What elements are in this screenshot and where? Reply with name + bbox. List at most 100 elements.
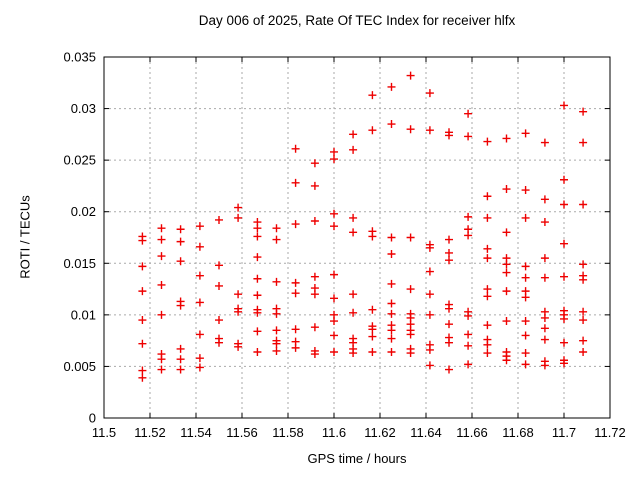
data-point-marker — [579, 200, 588, 209]
data-point-marker — [176, 344, 185, 353]
data-point-marker — [579, 138, 588, 147]
data-points — [138, 71, 588, 382]
data-point-marker — [521, 331, 530, 340]
data-point-marker — [176, 225, 185, 234]
data-point-marker — [560, 200, 568, 209]
data-point-marker — [483, 321, 492, 330]
data-point-marker — [349, 290, 358, 299]
data-point-marker — [176, 257, 185, 266]
x-tick-label: 11.66 — [456, 425, 488, 440]
data-point-marker — [483, 285, 492, 294]
data-point-marker — [195, 222, 204, 231]
data-point-marker — [157, 365, 166, 374]
data-point-marker — [502, 260, 511, 269]
y-axis-label: ROTI / TECUs — [17, 195, 33, 279]
data-point-marker — [483, 340, 492, 349]
x-tick-label: 11.6 — [322, 425, 346, 440]
y-tick-label: 0.02 — [71, 204, 96, 219]
data-point-marker — [406, 125, 415, 134]
data-point-marker — [368, 305, 377, 314]
data-point-marker — [138, 287, 147, 296]
data-point-marker — [540, 138, 549, 147]
data-point-marker — [234, 307, 243, 316]
data-point-marker — [310, 290, 319, 299]
data-point-marker — [215, 215, 223, 224]
data-point-marker — [272, 235, 281, 244]
plot-border — [103, 56, 611, 419]
data-point-marker — [560, 175, 568, 184]
data-point-marker — [330, 270, 338, 279]
data-point-marker — [349, 349, 358, 358]
data-point-marker — [540, 313, 549, 322]
data-point-marker — [253, 347, 262, 356]
data-point-marker — [138, 339, 147, 348]
data-point-marker — [291, 289, 300, 298]
data-point-marker — [330, 209, 338, 218]
data-point-marker — [579, 316, 588, 325]
data-point-marker — [502, 185, 511, 194]
data-point-marker — [157, 280, 166, 289]
data-point-marker — [406, 233, 415, 242]
data-point-marker — [483, 192, 492, 201]
data-point-marker — [579, 347, 588, 356]
y-tick-label: 0.01 — [71, 307, 96, 322]
data-point-marker — [425, 310, 434, 319]
data-point-marker — [445, 304, 453, 313]
data-point-marker — [349, 213, 358, 222]
grid-lines — [104, 57, 610, 418]
data-point-marker — [368, 347, 377, 356]
data-point-marker — [445, 248, 453, 257]
x-axis-label: GPS time / hours — [307, 451, 407, 466]
data-point-marker — [521, 213, 530, 222]
data-point-marker — [310, 181, 319, 190]
x-tick-label: 11.58 — [272, 425, 304, 440]
data-point-marker — [502, 228, 511, 237]
data-point-marker — [215, 316, 223, 325]
data-point-marker — [138, 366, 147, 375]
data-point-marker — [157, 355, 166, 364]
data-point-marker — [579, 336, 588, 345]
data-point-marker — [425, 361, 434, 370]
data-point-marker — [502, 356, 511, 365]
data-point-marker — [483, 213, 492, 222]
x-tick-labels: 11.5 11.52 11.54 11.56 11.58 11.6 11.62 11.64 11… — [92, 425, 626, 440]
data-point-marker — [464, 341, 473, 350]
data-point-marker — [540, 195, 549, 204]
data-point-marker — [521, 262, 530, 271]
tick-marks — [103, 56, 611, 419]
data-point-marker — [330, 147, 338, 156]
data-point-marker — [483, 137, 492, 146]
data-point-marker — [330, 155, 338, 164]
data-point-marker — [157, 310, 166, 319]
x-tick-label: 11.62 — [364, 425, 396, 440]
data-point-marker — [521, 360, 530, 369]
data-point-marker — [138, 262, 147, 271]
data-point-marker — [368, 126, 377, 135]
data-point-marker — [195, 271, 204, 280]
data-point-marker — [502, 268, 511, 277]
data-point-marker — [234, 203, 243, 212]
y-tick-label: 0.03 — [71, 101, 96, 116]
data-point-marker — [330, 347, 338, 356]
data-point-marker — [157, 252, 166, 261]
data-point-marker — [253, 253, 262, 262]
data-point-marker — [502, 317, 511, 326]
data-point-marker — [157, 224, 166, 233]
data-point-marker — [138, 316, 147, 325]
data-point-marker — [464, 109, 473, 118]
data-point-marker — [234, 290, 243, 299]
data-point-marker — [310, 272, 319, 281]
data-point-marker — [291, 343, 300, 352]
data-point-marker — [291, 325, 300, 334]
data-point-marker — [425, 89, 434, 98]
data-point-marker — [502, 287, 511, 296]
data-point-marker — [330, 222, 338, 231]
data-point-marker — [176, 355, 185, 364]
data-point-marker — [272, 346, 281, 355]
data-point-marker — [272, 224, 281, 233]
data-point-marker — [464, 231, 473, 240]
data-point-marker — [483, 349, 492, 358]
data-point-marker — [138, 236, 147, 245]
